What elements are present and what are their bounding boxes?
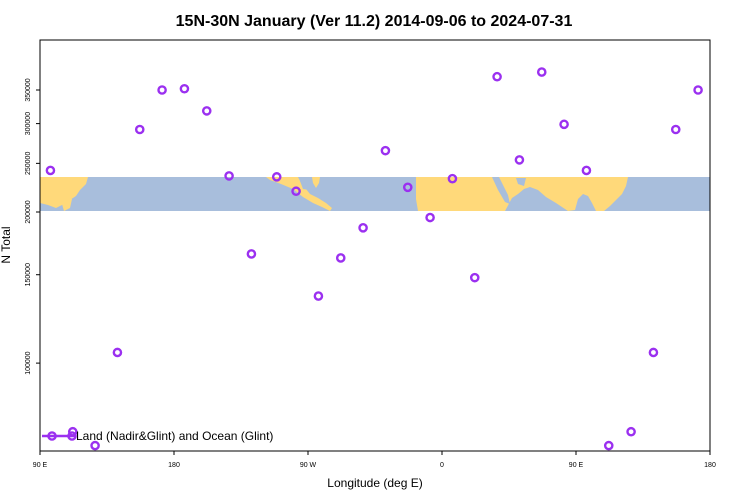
data-point-28	[670, 124, 681, 135]
y-tick-label-3: 250000	[25, 152, 32, 175]
y-tick-label-1: 150000	[25, 263, 32, 286]
legend-label: Land (Nadir&Glint) and Ocean (Glint)	[76, 429, 273, 443]
persian-gulf	[516, 178, 526, 186]
data-point-12	[313, 291, 324, 301]
data-point-13	[335, 253, 346, 263]
caribbean	[320, 190, 350, 206]
y-axis: 100000 150000 200000 250000 300000 350000	[25, 78, 40, 375]
data-point-0	[45, 165, 56, 176]
data-point-24	[581, 165, 592, 176]
data-point-10	[271, 172, 282, 182]
data-point-18	[447, 173, 458, 184]
red-sea	[492, 177, 510, 204]
chart-title: 15N-30N January (Ver 11.2) 2014-09-06 to…	[176, 13, 573, 30]
data-point-20	[492, 71, 502, 82]
data-point-21	[514, 155, 525, 165]
map-land	[40, 177, 628, 211]
y-tick-label-5: 350000	[25, 78, 32, 101]
y-tick-label-4: 300000	[25, 112, 32, 135]
x-axis-label: Longitude (deg E)	[327, 476, 422, 490]
data-point-22	[536, 67, 547, 77]
land-africa-arabia-india	[416, 177, 628, 211]
x-tick-label-2: 90 W	[300, 462, 317, 469]
data-point-7	[201, 106, 212, 116]
legend-marker-1	[47, 431, 57, 441]
data-points	[45, 67, 703, 451]
x-tick-label-0: 90 E	[33, 462, 48, 469]
gulf-of-mexico	[300, 181, 312, 190]
x-axis: 90 E 180 90 W 0 90 E 180	[33, 451, 716, 469]
land-asia-left	[40, 177, 88, 208]
data-point-25	[603, 440, 614, 451]
data-point-27	[648, 347, 659, 358]
data-point-8	[224, 171, 234, 181]
x-tick-label-5: 180	[704, 462, 716, 469]
data-point-14	[358, 223, 368, 233]
y-tick-label-2: 200000	[25, 200, 32, 223]
map-ocean-features	[300, 177, 526, 206]
x-tick-label-4: 90 E	[569, 462, 584, 469]
y-tick-label-0: 100000	[25, 351, 32, 374]
land-indochina	[62, 197, 72, 211]
legend-marker-2	[67, 431, 77, 441]
data-point-23	[559, 119, 569, 130]
land-mexico	[266, 177, 332, 211]
y-axis-label: N Total	[0, 226, 13, 263]
data-point-17	[425, 212, 435, 223]
plot-frame	[39, 39, 711, 452]
data-point-9	[246, 249, 257, 259]
x-tick-label-3: 0	[440, 462, 444, 469]
data-point-3	[112, 347, 123, 358]
data-point-6	[179, 83, 190, 94]
x-tick-label-1: 180	[168, 462, 180, 469]
data-point-29	[693, 85, 703, 95]
data-point-26	[626, 426, 636, 437]
data-point-4	[134, 124, 145, 135]
land-florida	[312, 177, 320, 188]
data-point-15	[380, 145, 391, 156]
data-point-2	[90, 440, 100, 451]
data-point-16	[402, 182, 413, 193]
data-point-11	[291, 186, 301, 197]
map-band	[40, 177, 710, 211]
legend: Land (Nadir&Glint) and Ocean (Glint)	[42, 429, 273, 443]
data-point-19	[469, 272, 480, 283]
data-point-5	[157, 85, 167, 95]
